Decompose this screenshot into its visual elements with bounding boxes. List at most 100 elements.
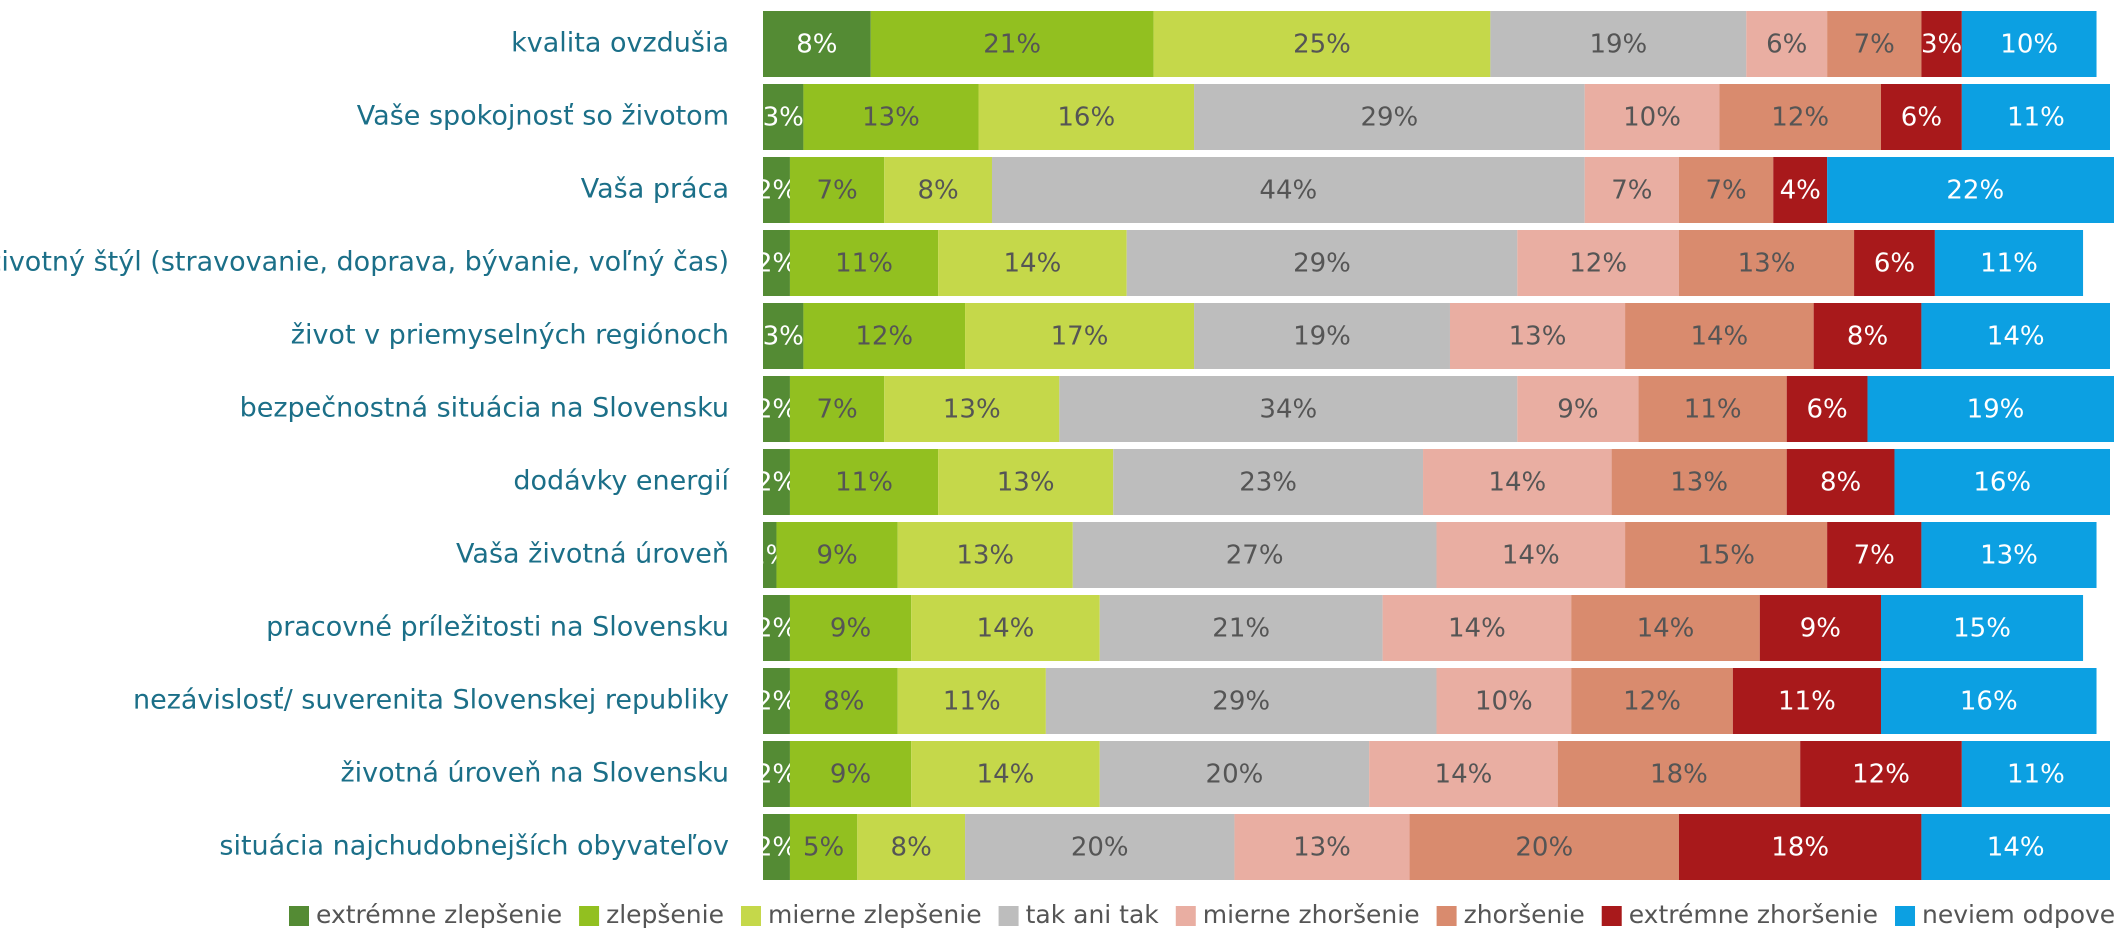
bar-segment (789, 449, 939, 515)
value-label: 11% (835, 249, 893, 279)
legend-label: mierne zhoršenie (1203, 900, 1420, 929)
value-label: 11% (835, 468, 893, 498)
value-label: 11% (2007, 760, 2065, 790)
bar-segment (897, 522, 1073, 588)
bar-segment (1449, 303, 1626, 369)
value-label: 16% (1973, 468, 2031, 498)
value-label: 8% (823, 687, 864, 717)
bar-segment (1557, 741, 1801, 807)
value-label: 29% (1212, 687, 1270, 717)
bar-segment (789, 741, 912, 807)
bar-segment (1490, 11, 1747, 77)
bar-segment (1881, 84, 1962, 150)
bar-segment (1099, 741, 1370, 807)
value-label: 4% (1780, 176, 1821, 206)
bar-segment (1126, 230, 1518, 296)
value-label: 14% (977, 614, 1035, 644)
value-label: 19% (1589, 30, 1647, 60)
bar-segment (789, 814, 858, 880)
bar-segment (1678, 814, 1922, 880)
bar-segment (1746, 11, 1828, 77)
category-label: situácia najchudobnejších obyvateľov (219, 831, 729, 862)
bar-segment (938, 230, 1127, 296)
value-label: 17% (1051, 322, 1109, 352)
bar-segment (1638, 376, 1787, 442)
bar-segment (1234, 814, 1410, 880)
bar-segment (763, 84, 804, 150)
value-label: 6% (1807, 395, 1848, 425)
value-label: 14% (977, 760, 1035, 790)
value-label: 34% (1259, 395, 1317, 425)
value-label: 12% (1771, 103, 1829, 133)
value-label: 13% (956, 541, 1014, 571)
bar-segment (1719, 84, 1882, 150)
value-label: 12% (855, 322, 913, 352)
bar-segment (1059, 376, 1518, 442)
bar-segment (1113, 449, 1424, 515)
value-label: 9% (830, 614, 871, 644)
value-label: 20% (1206, 760, 1264, 790)
value-label: 8% (917, 176, 958, 206)
bar-segment (776, 522, 898, 588)
bar-segment (763, 230, 790, 296)
bar-segment (870, 11, 1154, 77)
value-label: 9% (1557, 395, 1598, 425)
bar-segment (763, 522, 777, 588)
legend-label: tak ani tak (1026, 900, 1160, 929)
value-label: 15% (1953, 614, 2011, 644)
bar-segment (1894, 449, 2110, 515)
value-label: 11% (943, 687, 1001, 717)
value-label: 14% (1987, 322, 2045, 352)
bar-segment (991, 157, 1585, 223)
value-label: 14% (1435, 760, 1493, 790)
bar-segment (763, 668, 790, 734)
bar-segment (897, 668, 1046, 734)
legend-label: neviem odpovedať (1922, 900, 2114, 929)
value-label: 29% (1360, 103, 1418, 133)
bar-segment (1625, 522, 1828, 588)
value-label: 9% (816, 541, 857, 571)
value-label: 7% (816, 395, 857, 425)
value-label: 22% (1946, 176, 2004, 206)
category-label: Váš životný štýl (stravovanie, doprava, … (0, 247, 729, 278)
bar-segment (1921, 814, 2110, 880)
value-label: 10% (2000, 30, 2058, 60)
legend-swatch (1436, 906, 1457, 926)
legend-swatch (1601, 906, 1622, 926)
value-label: 6% (1901, 103, 1942, 133)
value-label: 7% (1705, 176, 1746, 206)
value-label: 8% (891, 833, 932, 863)
value-label: 11% (1980, 249, 2038, 279)
bar-segment (938, 449, 1114, 515)
bar-segment (965, 303, 1195, 369)
bar-segment (1194, 84, 1585, 150)
bar-segment (763, 449, 790, 515)
value-label: 14% (1690, 322, 1748, 352)
bar-segment (884, 157, 992, 223)
bar-segment (1961, 84, 2110, 150)
category-label: pracovné príležitosti na Slovensku (266, 612, 729, 643)
value-label: 5% (803, 833, 844, 863)
legend-swatch (289, 906, 309, 926)
bar-segment (1773, 157, 1828, 223)
value-label: 18% (1771, 833, 1829, 863)
bar-segment (1827, 11, 1922, 77)
bar-segment (965, 814, 1235, 880)
value-label: 6% (1874, 249, 1915, 279)
bar-segment (789, 595, 912, 661)
bar-segment (1194, 303, 1450, 369)
bar-segment (1382, 595, 1572, 661)
value-label: 13% (1670, 468, 1728, 498)
category-label: nezávislosť/ suverenita Slovenskej repub… (133, 685, 729, 716)
bar-segment (763, 741, 790, 807)
category-label: Vaša práca (581, 174, 729, 205)
legend-swatch (998, 906, 1019, 926)
value-label: 25% (1293, 30, 1351, 60)
bar-segment (978, 84, 1195, 150)
value-label: 18% (1650, 760, 1708, 790)
bar-segment (1678, 230, 1855, 296)
bar-segment (1045, 668, 1437, 734)
value-label: 8% (1820, 468, 1861, 498)
bar-segment (1813, 303, 1922, 369)
value-label: 3% (763, 322, 804, 352)
